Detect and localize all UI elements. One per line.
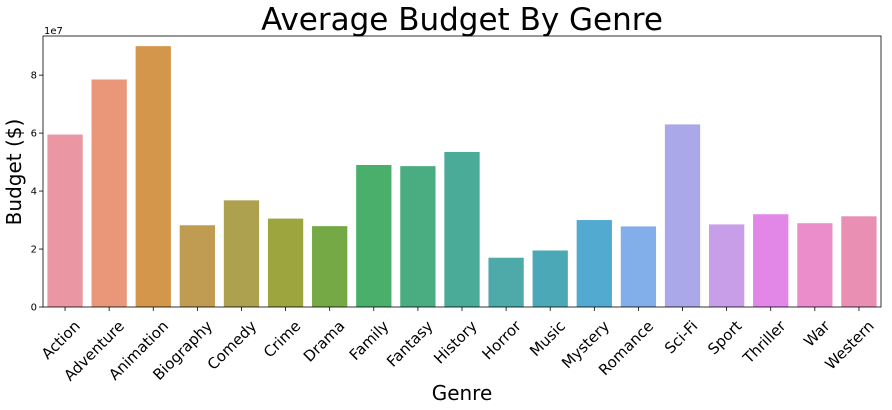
bar-western (841, 216, 877, 307)
x-tick-label: Horror (479, 316, 526, 363)
bar-series (47, 46, 877, 308)
y-tick-label: 0 (31, 303, 37, 314)
bar-mystery (576, 220, 612, 307)
x-tick-label: Crime (260, 317, 304, 361)
x-tick-label: Western (821, 317, 877, 373)
x-tick-label: Drama (300, 317, 349, 366)
bar-drama (312, 226, 348, 307)
bar-history (444, 151, 480, 307)
y-axis-ticks: 0 2 4 6 8 (31, 71, 43, 314)
x-tick-label: Fantasy (383, 317, 437, 371)
x-axis-label: Genre (432, 381, 493, 405)
bar-sport (708, 224, 745, 307)
chart-title: Average Budget By Genre (261, 2, 663, 38)
bar-thriller (753, 214, 789, 307)
y-axis-multiplier: 1e7 (44, 26, 63, 37)
bar-adventure (91, 79, 127, 307)
bar-war (797, 223, 833, 307)
x-tick-label: History (430, 317, 481, 368)
bar-sci-fi (664, 124, 701, 308)
y-tick-label: 2 (31, 245, 37, 256)
y-tick-label: 8 (31, 71, 37, 82)
bar-comedy (223, 200, 260, 307)
bar-horror (488, 257, 524, 307)
bar-animation (135, 46, 171, 307)
x-tick-label: Comedy (204, 317, 261, 374)
bar-biography (179, 225, 216, 307)
plot-frame (42, 35, 882, 308)
bar-music (532, 250, 568, 307)
bar-fantasy (400, 166, 436, 307)
bar-crime (267, 218, 304, 307)
x-tick-label: Sport (704, 317, 745, 358)
y-tick-label: 6 (31, 129, 37, 140)
bar-family (356, 164, 392, 307)
bar-romance (620, 226, 657, 307)
bar-action (47, 134, 83, 307)
y-tick-label: 4 (31, 187, 37, 198)
y-axis-label: Budget ($) (2, 119, 26, 226)
x-tick-label: War (800, 316, 834, 350)
x-tick-label: Sci-Fi (661, 317, 701, 357)
x-tick-label: Thriller (739, 316, 790, 367)
